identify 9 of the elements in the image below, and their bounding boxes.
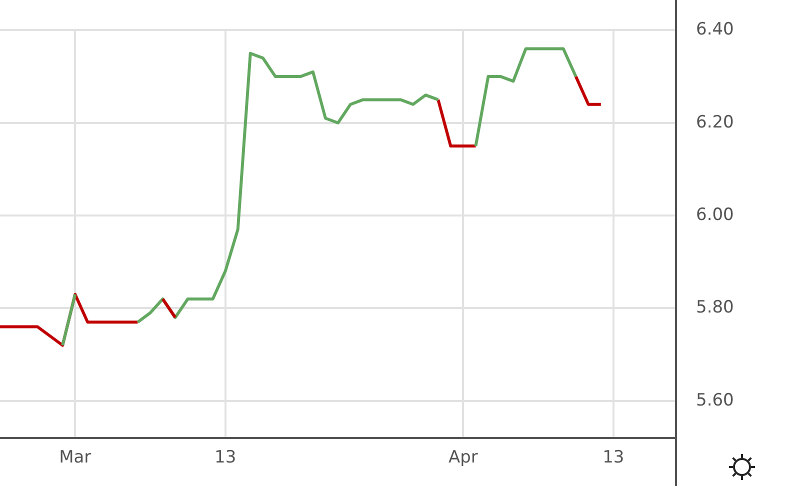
x-tick-label: Mar [59, 448, 92, 468]
x-tick-label: Apr [448, 448, 478, 468]
y-tick-label: 6.00 [696, 204, 734, 225]
y-tick-label: 6.40 [696, 20, 734, 40]
x-tick-label: 13 [602, 448, 624, 468]
y-tick-label: 6.20 [696, 112, 734, 132]
y-tick-label: 5.60 [696, 390, 734, 410]
x-tick-label: 13 [214, 448, 236, 468]
y-tick-label: 5.80 [696, 298, 734, 318]
